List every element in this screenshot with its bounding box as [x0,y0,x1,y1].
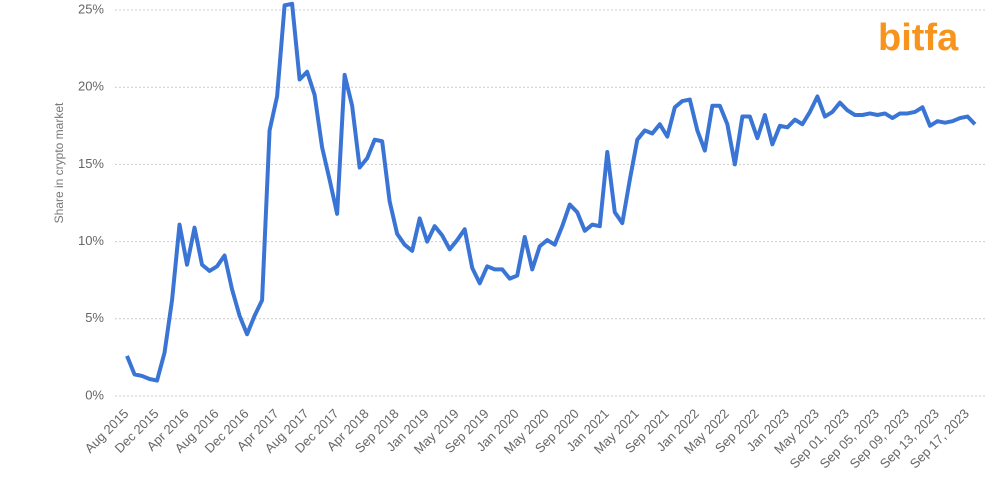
y-axis-label: Share in crypto market [52,102,66,223]
logo: bitfa [878,17,959,59]
data-line [125,1,977,383]
y-tick-label: 20% [78,79,104,94]
y-tick-label: 10% [78,233,104,248]
y-tick-label: 25% [78,1,104,16]
y-tick-label: 0% [85,387,104,402]
y-tick-label: 15% [78,156,104,171]
y-tick-label: 5% [85,310,104,325]
